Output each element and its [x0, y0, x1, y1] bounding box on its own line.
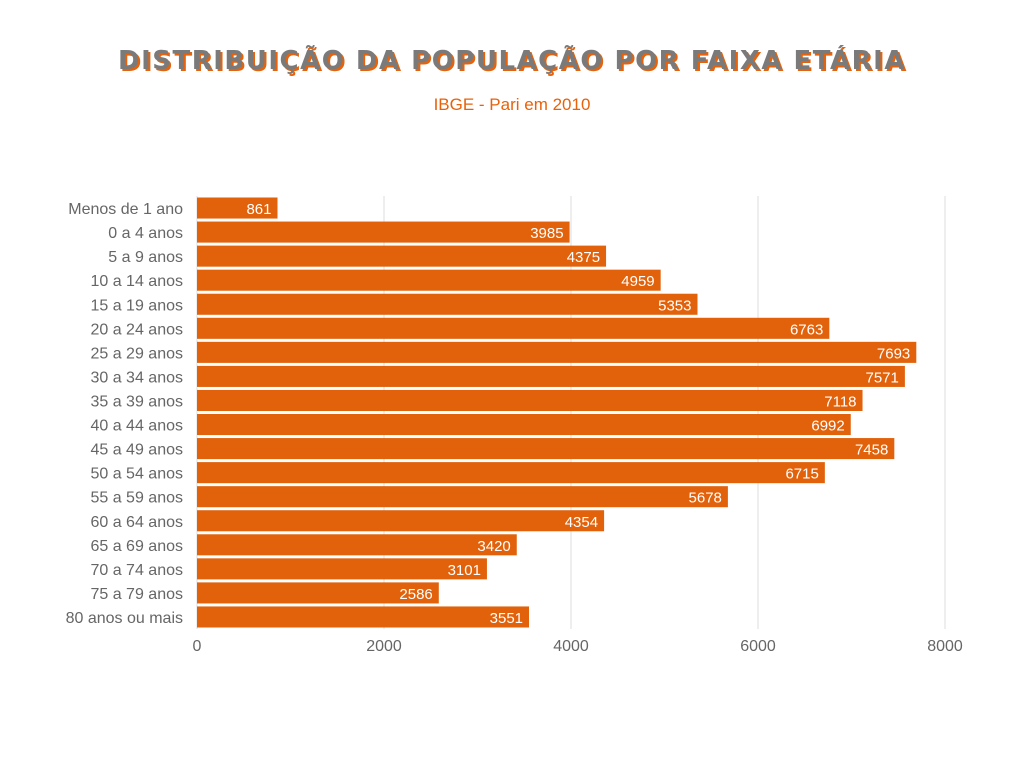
category-label: 45 a 49 anos — [90, 442, 183, 459]
category-label: 60 a 64 anos — [90, 514, 183, 531]
bar — [197, 462, 825, 484]
category-label: 25 a 29 anos — [90, 345, 183, 362]
bar — [197, 389, 863, 411]
category-label: 80 anos ou mais — [66, 610, 183, 627]
data-label: 5353 — [658, 297, 691, 314]
bar — [197, 341, 917, 363]
category-label: 20 a 24 anos — [90, 321, 183, 338]
data-label: 6715 — [785, 466, 818, 483]
bar — [197, 197, 278, 219]
bar — [197, 365, 905, 387]
data-label: 3420 — [477, 538, 510, 555]
category-label: Menos de 1 ano — [68, 201, 183, 218]
bar — [197, 558, 487, 580]
category-label: 65 a 69 anos — [90, 538, 183, 555]
data-label: 4959 — [621, 273, 654, 290]
bar — [197, 438, 895, 460]
category-label: 10 a 14 anos — [90, 273, 183, 290]
category-label: 35 a 39 anos — [90, 393, 183, 410]
data-label: 3985 — [530, 225, 563, 242]
bar — [197, 534, 517, 556]
bar — [197, 245, 607, 267]
data-label: 861 — [246, 201, 271, 218]
data-label: 3101 — [448, 562, 481, 579]
bar — [197, 221, 570, 243]
x-tick-label: 8000 — [927, 638, 963, 655]
data-label: 7693 — [877, 345, 910, 362]
x-tick-label: 2000 — [366, 638, 402, 655]
bar — [197, 317, 830, 339]
category-label: 40 a 44 anos — [90, 418, 183, 435]
bar — [197, 414, 851, 436]
data-label: 5678 — [689, 490, 722, 507]
data-label: 4354 — [565, 514, 598, 531]
x-tick-label: 0 — [193, 638, 202, 655]
bar — [197, 582, 439, 604]
category-label: 5 a 9 anos — [108, 249, 183, 266]
data-label: 3551 — [490, 610, 523, 627]
category-label: 0 a 4 anos — [108, 225, 183, 242]
bar — [197, 486, 728, 508]
data-label: 6763 — [790, 321, 823, 338]
chart-title: DISTRIBUIÇÃO DA POPULAÇÃO POR FAIXA ETÁR… — [118, 46, 906, 76]
data-label: 7571 — [866, 369, 899, 386]
category-label: 30 a 34 anos — [90, 369, 183, 386]
data-label: 7458 — [855, 442, 888, 459]
bar — [197, 510, 605, 532]
x-tick-label: 4000 — [553, 638, 589, 655]
bar — [197, 606, 530, 628]
bar — [197, 293, 698, 315]
category-label: 15 a 19 anos — [90, 297, 183, 314]
data-label: 7118 — [824, 393, 856, 410]
category-label: 75 a 79 anos — [90, 586, 183, 603]
data-label: 2586 — [399, 586, 432, 603]
bar — [197, 269, 661, 291]
category-label: 70 a 74 anos — [90, 562, 183, 579]
data-label: 6992 — [811, 418, 844, 435]
chart-subtitle: IBGE - Pari em 2010 — [433, 95, 591, 114]
x-tick-label: 6000 — [740, 638, 776, 655]
category-label: 55 a 59 anos — [90, 490, 183, 507]
data-label: 4375 — [567, 249, 600, 266]
category-label: 50 a 54 anos — [90, 466, 183, 483]
